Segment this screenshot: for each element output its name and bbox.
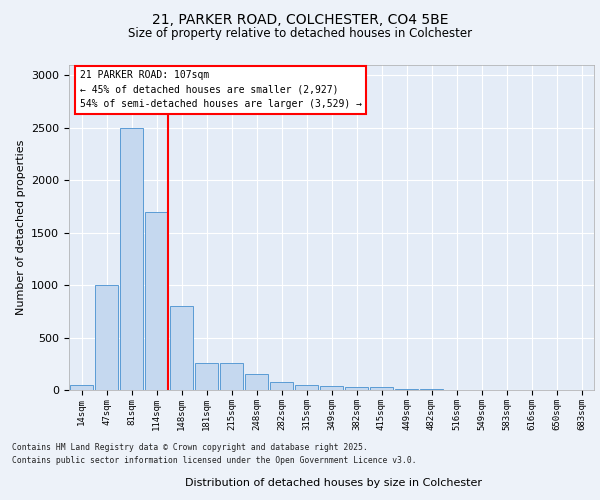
Bar <box>345 387 368 390</box>
Bar <box>245 374 268 390</box>
Bar <box>70 385 93 390</box>
Bar <box>145 212 168 390</box>
Bar <box>270 382 293 390</box>
Bar <box>295 385 318 390</box>
Bar <box>370 388 393 390</box>
Bar <box>95 285 118 390</box>
Text: Size of property relative to detached houses in Colchester: Size of property relative to detached ho… <box>128 28 472 40</box>
Bar <box>220 362 243 390</box>
Bar <box>195 362 218 390</box>
Y-axis label: Number of detached properties: Number of detached properties <box>16 140 26 315</box>
Bar <box>120 128 143 390</box>
Bar <box>170 306 193 390</box>
Text: 21 PARKER ROAD: 107sqm
← 45% of detached houses are smaller (2,927)
54% of semi-: 21 PARKER ROAD: 107sqm ← 45% of detached… <box>79 70 361 110</box>
Text: Distribution of detached houses by size in Colchester: Distribution of detached houses by size … <box>185 478 482 488</box>
Text: Contains HM Land Registry data © Crown copyright and database right 2025.: Contains HM Land Registry data © Crown c… <box>12 444 368 452</box>
Text: 21, PARKER ROAD, COLCHESTER, CO4 5BE: 21, PARKER ROAD, COLCHESTER, CO4 5BE <box>152 12 448 26</box>
Text: Contains public sector information licensed under the Open Government Licence v3: Contains public sector information licen… <box>12 456 416 465</box>
Bar <box>320 386 343 390</box>
